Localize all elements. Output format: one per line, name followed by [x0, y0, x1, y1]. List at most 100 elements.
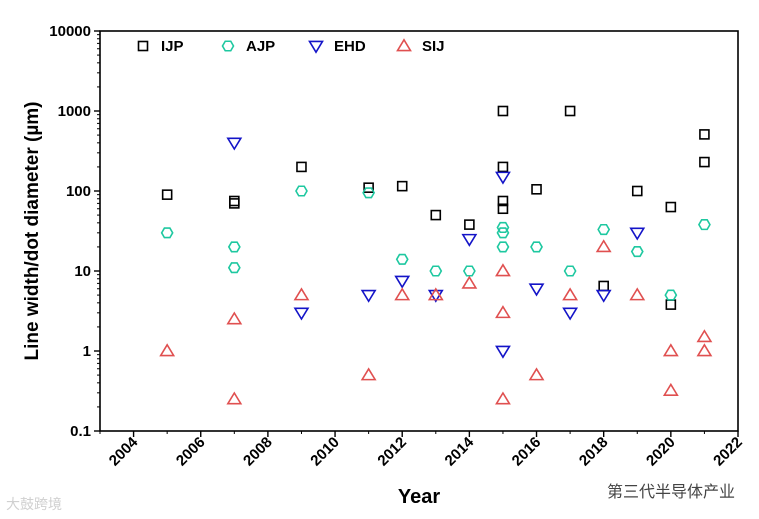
- y-axis-label: Line width/dot diameter (µm): [22, 101, 43, 360]
- x-tick-label: 2016: [509, 434, 545, 470]
- x-tick-label: 2014: [442, 433, 478, 469]
- x-tick-label: 2010: [307, 434, 343, 470]
- data-point-ehd: [427, 289, 444, 303]
- data-point-ijp: [497, 195, 509, 207]
- data-point-sij: [696, 343, 713, 357]
- legend-marker-sij: [396, 38, 412, 52]
- data-point-ijp: [363, 182, 374, 193]
- data-point-sij: [394, 287, 411, 301]
- data-point-ajp: [530, 241, 543, 253]
- data-point-ijp: [229, 195, 240, 207]
- data-point-ijp: [296, 161, 307, 173]
- data-point-sij: [495, 263, 511, 277]
- legend-label-ehd: EHD: [334, 38, 366, 55]
- y-tick-label: 0.1: [70, 423, 91, 440]
- y-tick-label: 100: [66, 183, 91, 200]
- x-tick-label: 2012: [374, 434, 410, 470]
- x-ticks: 2004 2006 2008 2010 2012 2014 2016 2018 2020 2022: [99, 431, 746, 470]
- data-point-ehd: [562, 307, 579, 321]
- data-point-ajp: [697, 219, 711, 231]
- data-point-ijp: [699, 156, 710, 168]
- data-point-ajp: [496, 221, 510, 234]
- data-point-sij: [528, 367, 545, 381]
- data-point-ijp: [631, 185, 643, 197]
- data-point-ijp: [497, 105, 509, 117]
- data-point-ijp: [564, 105, 576, 117]
- data-point-ijp: [396, 180, 408, 192]
- legend-label-sij: SIJ: [422, 38, 445, 55]
- x-tick-label: 2008: [240, 434, 276, 470]
- series-ajp: [160, 185, 711, 301]
- data-point-ijp: [665, 201, 677, 213]
- data-point-ajp: [227, 262, 241, 274]
- legend-marker-ehd: [308, 40, 324, 54]
- data-point-sij: [293, 287, 310, 301]
- data-point-ijp: [161, 189, 173, 200]
- data-point-ehd: [293, 307, 310, 321]
- x-tick-label: 2006: [173, 434, 209, 470]
- data-point-ehd: [360, 289, 377, 303]
- data-point-ijp: [665, 299, 677, 310]
- data-point-sij: [159, 343, 176, 357]
- x-tick-label: 2018: [576, 434, 612, 470]
- data-point-ajp: [563, 265, 577, 277]
- data-point-ajp: [597, 223, 611, 236]
- x-axis-label: Year: [398, 486, 440, 508]
- data-point-sij: [662, 343, 679, 357]
- data-point-ehd: [226, 137, 243, 151]
- legend-label-ajp: AJP: [246, 38, 275, 55]
- data-point-ajp: [630, 245, 644, 258]
- data-point-sij: [427, 287, 444, 301]
- data-point-ajp: [664, 289, 678, 301]
- data-point-ijp: [497, 203, 509, 215]
- series-sij: [159, 239, 713, 405]
- y-tick-label: 1: [83, 343, 91, 360]
- axes: [99, 30, 739, 432]
- data-point-sij: [595, 239, 612, 253]
- data-point-ajp: [462, 265, 476, 277]
- data-point-ehd: [461, 233, 478, 247]
- data-point-ijp: [497, 161, 509, 173]
- data-point-sij: [662, 382, 679, 396]
- y-ticks: 0.1 1 10 100 1000 10000: [49, 23, 100, 440]
- data-point-ijp: [430, 209, 442, 221]
- data-point-sij: [226, 391, 243, 405]
- data-point-ajp: [496, 227, 510, 239]
- data-point-ajp: [362, 187, 376, 199]
- data-point-ehd: [528, 283, 545, 297]
- data-point-sij: [696, 329, 713, 343]
- data-point-sij: [629, 287, 646, 301]
- data-point-ijp: [464, 219, 475, 230]
- data-point-ehd: [629, 227, 646, 241]
- data-point-sij: [461, 275, 478, 289]
- data-point-ijp: [699, 129, 710, 140]
- data-point-ijp: [531, 184, 542, 195]
- plot-frame: [99, 30, 739, 432]
- y-tick-label: 1000: [58, 103, 91, 120]
- y-tick-label: 10: [74, 263, 91, 280]
- data-points: [159, 105, 713, 405]
- data-point-ehd: [595, 289, 612, 303]
- legend: IJP AJP EHD SIJ: [137, 38, 445, 55]
- data-point-ehd: [495, 171, 511, 185]
- legend-label-ijp: IJP: [161, 38, 184, 55]
- x-tick-label: 2022: [710, 434, 746, 470]
- watermark-right: 第三代半导体产业: [606, 482, 735, 501]
- data-point-sij: [495, 305, 511, 319]
- data-point-ijp: [229, 198, 240, 209]
- data-point-sij: [360, 367, 377, 381]
- legend-marker-ijp: [137, 40, 149, 52]
- data-point-ajp: [395, 253, 409, 265]
- watermark-left: 大鼓跨境: [6, 497, 62, 513]
- data-point-sij: [562, 287, 579, 301]
- data-point-sij: [226, 311, 243, 325]
- data-point-ajp: [496, 241, 510, 253]
- y-tick-label: 10000: [49, 23, 91, 40]
- data-point-ajp: [295, 185, 308, 197]
- series-ehd: [226, 137, 646, 359]
- data-point-ajp: [227, 241, 241, 253]
- x-tick-label: 2020: [643, 434, 679, 470]
- data-point-ehd: [495, 345, 511, 359]
- data-point-sij: [495, 391, 511, 405]
